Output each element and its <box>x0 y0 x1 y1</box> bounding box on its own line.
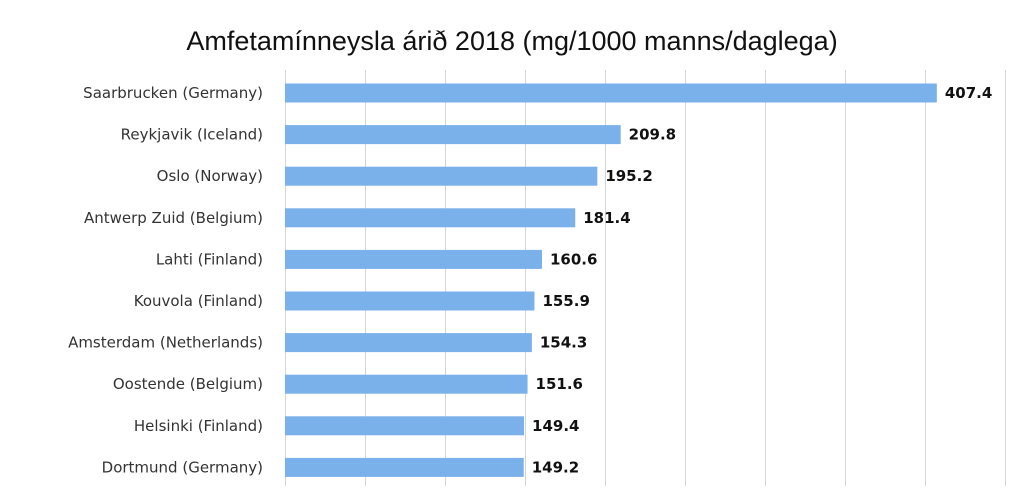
value-label: 209.8 <box>629 126 676 144</box>
category-label: Helsinki (Finland) <box>134 417 263 435</box>
bar <box>285 83 937 103</box>
value-label: 195.2 <box>605 167 652 185</box>
category-label: Oslo (Norway) <box>157 167 263 185</box>
value-label: 181.4 <box>583 209 630 227</box>
bars <box>285 83 937 477</box>
category-label: Saarbrucken (Germany) <box>83 84 263 102</box>
category-label: Lahti (Finland) <box>156 250 263 268</box>
value-label: 154.3 <box>540 334 587 352</box>
bar <box>285 457 524 477</box>
bar <box>285 125 621 145</box>
category-label: Oostende (Belgium) <box>113 375 263 393</box>
bar <box>285 291 535 311</box>
bar <box>285 374 528 394</box>
value-label: 149.2 <box>532 458 579 476</box>
chart-title: Amfetamínneysla árið 2018 (mg/1000 manns… <box>186 26 837 56</box>
value-label: 151.6 <box>536 375 583 393</box>
bar <box>285 333 532 353</box>
category-label: Dortmund (Germany) <box>102 458 263 476</box>
bar <box>285 249 542 269</box>
value-label: 155.9 <box>542 292 589 310</box>
category-label: Kouvola (Finland) <box>134 292 263 310</box>
value-label: 149.4 <box>532 417 579 435</box>
bar <box>285 416 525 436</box>
value-labels: 407.4 209.8 195.2 181.4 160.6 155.9 154.3 151.6… <box>532 84 993 476</box>
value-label: 160.6 <box>550 250 597 268</box>
category-label: Amsterdam (Netherlands) <box>68 334 263 352</box>
category-labels: Saarbrucken (Germany) Reykjavik (Iceland)… <box>68 84 263 476</box>
value-label: 407.4 <box>945 84 992 102</box>
bar <box>285 166 598 186</box>
category-label: Reykjavik (Iceland) <box>121 126 263 144</box>
category-label: Antwerp Zuid (Belgium) <box>84 209 263 227</box>
bar <box>285 208 576 228</box>
